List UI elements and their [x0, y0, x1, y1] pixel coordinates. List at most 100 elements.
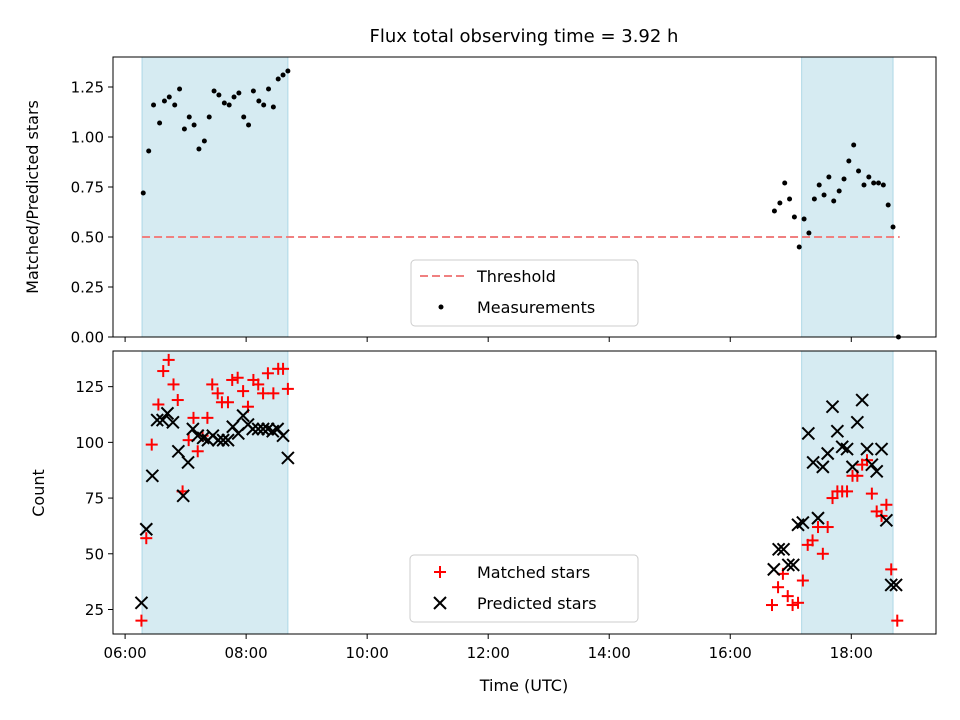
- bottom-y-axis-label: Count: [29, 469, 48, 517]
- predicted-star-point: [811, 511, 825, 525]
- matched-star-point: [261, 367, 274, 380]
- measurement-point: [221, 100, 227, 106]
- predicted-star-point: [281, 451, 295, 465]
- predicted-star-point: [251, 422, 265, 436]
- predicted-star-point: [845, 460, 860, 474]
- predicted-star-point: [869, 464, 884, 479]
- matched-star-point: [277, 362, 290, 375]
- x-tick-label: 18:00: [830, 644, 873, 662]
- predicted-star-point: [796, 515, 810, 530]
- bottom-plot-area: [134, 353, 904, 627]
- measurement-point: [777, 200, 783, 206]
- predicted-star-point: [145, 469, 160, 483]
- matched-star-point: [781, 590, 794, 603]
- matched-star-point: [167, 378, 180, 391]
- measurement-point: [871, 180, 877, 186]
- measurement-point: [201, 138, 207, 144]
- measurement-point: [236, 90, 242, 96]
- matched-star-point: [226, 373, 239, 386]
- matched-star-point: [221, 396, 234, 409]
- predicted-star-point: [171, 444, 186, 458]
- top-y-tick-label: 0.50: [71, 229, 104, 247]
- matched-star-point: [796, 574, 809, 587]
- measurement-point: [791, 214, 797, 220]
- matched-star-point: [171, 394, 184, 407]
- measurement-point: [196, 146, 202, 152]
- measurement-point: [880, 182, 886, 188]
- top-legend-box: [410, 259, 639, 327]
- matched-star-point: [880, 498, 893, 511]
- measurement-point: [831, 198, 837, 204]
- predicted-star-point: [134, 596, 149, 610]
- measurement-point: [246, 122, 252, 128]
- top-panel: 0.00 0.25 0.50 0.75 1.00 1.25 Matched/Predict…: [23, 56, 937, 347]
- predicted-star-point: [820, 446, 835, 461]
- predicted-star-point: [211, 433, 226, 447]
- measurement-point: [186, 114, 192, 120]
- measurement-point: [816, 182, 822, 188]
- predicted-star-point: [855, 393, 869, 407]
- measurement-point: [172, 102, 178, 108]
- predicted-star-point: [276, 428, 290, 443]
- measurement-point: [782, 180, 788, 186]
- predicted-legend-label: Predicted stars: [477, 594, 597, 613]
- matched-star-point: [145, 438, 158, 451]
- measurement-point: [157, 120, 163, 126]
- x-tick-label: 08:00: [225, 644, 268, 662]
- measurement-point: [885, 202, 891, 208]
- bottom-legend: Matched stars Predicted stars: [409, 554, 639, 623]
- top-x-axis-ticks: [124, 337, 852, 342]
- predicted-star-point: [155, 413, 170, 427]
- predicted-star-point: [825, 400, 840, 414]
- measurement-point: [801, 216, 807, 222]
- measurement-point: [166, 94, 172, 100]
- measurement-point: [146, 148, 152, 154]
- predicted-star-point: [860, 442, 874, 456]
- bottom-x-axis: 06:00 08:00 10:00 12:00 14:00 16:00 18:00: [103, 634, 873, 662]
- measurement-point: [181, 126, 187, 132]
- measurement-point: [261, 102, 267, 108]
- matched-star-point: [766, 599, 779, 612]
- bottom-axes-frame: [112, 350, 937, 635]
- predicted-star-point: [786, 558, 800, 572]
- measurement-point: [866, 174, 872, 180]
- matched-star-point: [841, 485, 854, 498]
- threshold-legend-label: Threshold: [476, 267, 556, 286]
- predicted-star-point: [840, 442, 854, 456]
- measurement-point: [806, 230, 812, 236]
- measurement-point: [846, 158, 852, 164]
- measurement-point: [811, 196, 817, 202]
- measurement-point: [275, 76, 281, 82]
- matched-star-point: [206, 378, 219, 391]
- measurement-point: [876, 180, 882, 186]
- x-tick-label: 10:00: [346, 644, 389, 662]
- predicted-star-point: [221, 433, 235, 447]
- predicted-star-point: [830, 424, 845, 438]
- measurements-legend-label: Measurements: [477, 298, 595, 317]
- top-y-tick-label: 1.25: [71, 79, 104, 97]
- matched-star-point: [281, 382, 294, 395]
- predicted-star-point: [781, 558, 796, 572]
- matched-star-point: [792, 596, 805, 609]
- matched-star-point: [826, 492, 839, 505]
- measurement-point: [216, 92, 222, 98]
- measurement-point: [191, 122, 197, 128]
- predicted-legend-swatch: [433, 596, 447, 610]
- predicted-star-point: [816, 460, 830, 474]
- chart-title: Flux total observing time = 3.92 h: [370, 26, 679, 47]
- predicted-star-point: [236, 408, 250, 423]
- matched-star-point: [135, 614, 148, 627]
- predicted-star-point: [150, 413, 164, 427]
- measurement-point: [280, 72, 286, 78]
- matched-star-point: [162, 353, 175, 366]
- matched-star-point: [191, 445, 204, 458]
- measurement-point: [861, 182, 867, 188]
- matched-star-point: [252, 378, 265, 391]
- measurement-point: [241, 114, 247, 120]
- x-tick-label: 06:00: [103, 644, 146, 662]
- matched-legend-label: Matched stars: [477, 563, 590, 582]
- x-tick-label: 16:00: [709, 644, 752, 662]
- measurement-point: [151, 102, 157, 108]
- measurement-point: [771, 208, 777, 214]
- predicted-star-point: [884, 578, 898, 592]
